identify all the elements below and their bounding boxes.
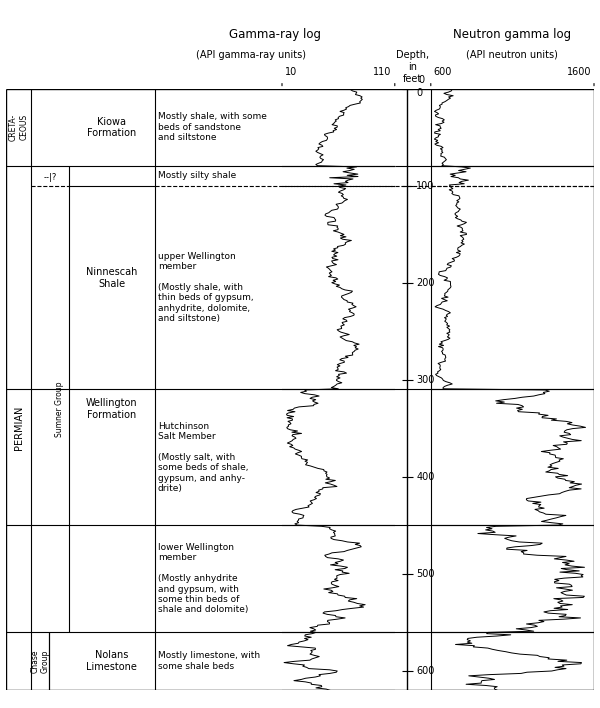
Text: Gamma-ray log: Gamma-ray log — [229, 28, 321, 41]
Text: --|?: --|? — [43, 173, 57, 182]
Text: Chase
Group: Chase Group — [31, 649, 50, 673]
Text: 1600: 1600 — [566, 67, 591, 77]
Text: 600: 600 — [416, 666, 435, 676]
Text: 200: 200 — [416, 278, 435, 287]
Text: (API gamma-ray units): (API gamma-ray units) — [196, 50, 306, 59]
Text: Sumner Group: Sumner Group — [55, 381, 64, 437]
Text: 500: 500 — [416, 569, 435, 579]
Text: PERMIAN: PERMIAN — [14, 406, 23, 450]
Text: (API neutron units): (API neutron units) — [466, 50, 559, 59]
Text: Wellington
Formation: Wellington Formation — [86, 398, 138, 420]
Text: Mostly shale, with some
beds of sandstone
and siltstone: Mostly shale, with some beds of sandston… — [158, 113, 266, 142]
Text: Hutchinson
Salt Member

(Mostly salt, with
some beds of shale,
gypsum, and anhy-: Hutchinson Salt Member (Mostly salt, wit… — [158, 422, 248, 493]
Text: 600: 600 — [434, 67, 452, 77]
Text: Depth,: Depth, — [396, 50, 430, 59]
Text: 10: 10 — [285, 67, 297, 77]
Text: Neutron gamma log: Neutron gamma log — [454, 28, 571, 41]
Text: 400: 400 — [416, 472, 435, 481]
Text: Nolans
Limestone: Nolans Limestone — [86, 651, 137, 672]
Text: feet: feet — [403, 74, 422, 84]
Text: Ninnescah
Shale: Ninnescah Shale — [86, 267, 137, 289]
Text: upper Wellington
member

(Mostly shale, with
thin beds of gypsum,
anhydrite, dol: upper Wellington member (Mostly shale, w… — [158, 252, 253, 323]
Text: Mostly limestone, with
some shale beds: Mostly limestone, with some shale beds — [158, 651, 260, 671]
Text: 0: 0 — [419, 75, 425, 85]
Text: in: in — [408, 62, 418, 72]
Text: 110: 110 — [373, 67, 392, 77]
Text: CRETA-
CEOUS: CRETA- CEOUS — [9, 114, 28, 141]
Text: Kiowa
Formation: Kiowa Formation — [87, 117, 137, 138]
Text: Mostly silty shale: Mostly silty shale — [158, 171, 236, 181]
Text: 100: 100 — [416, 181, 435, 190]
Text: 300: 300 — [416, 375, 435, 384]
Text: lower Wellington
member

(Mostly anhydrite
and gypsum, with
some thin beds of
sh: lower Wellington member (Mostly anhydrit… — [158, 543, 248, 615]
Text: 0: 0 — [416, 88, 422, 98]
